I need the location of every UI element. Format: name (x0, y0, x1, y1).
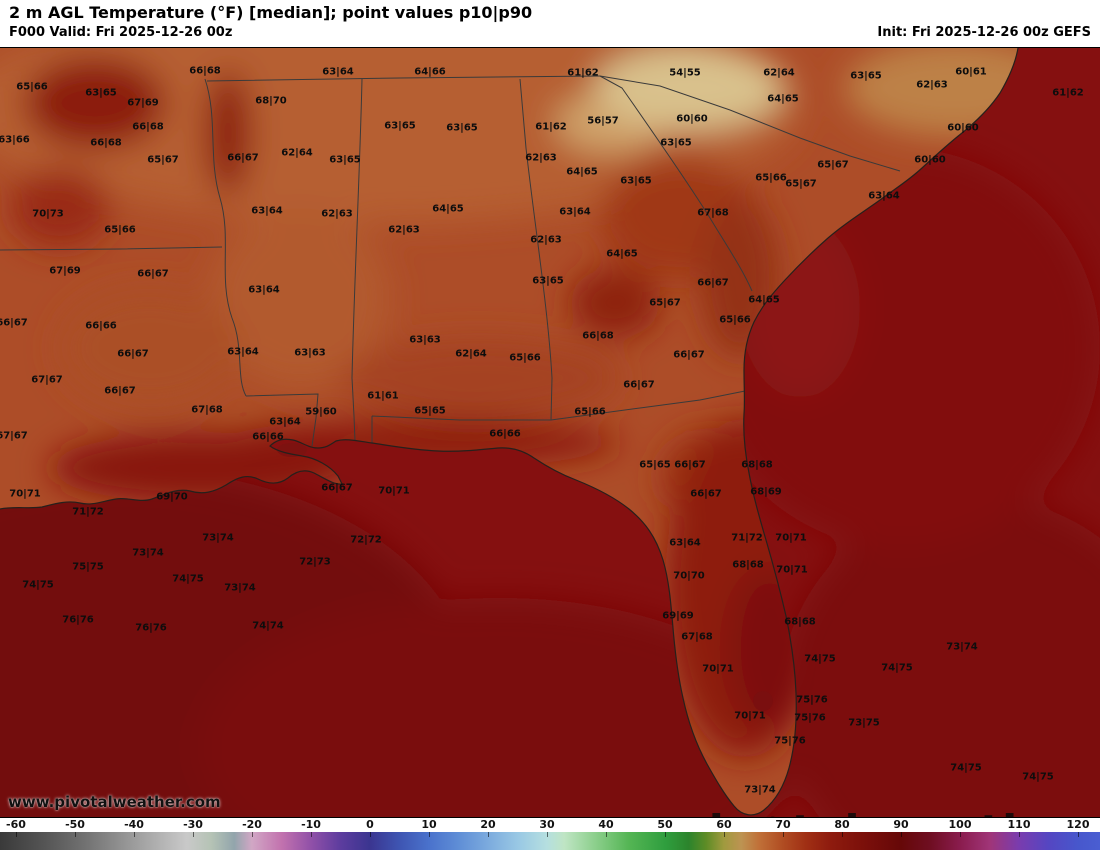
lake-pontchartrain (277, 443, 307, 457)
colorbar-tick-label: 0 (366, 818, 374, 831)
colorbar-tick-mark (252, 832, 253, 837)
colorbar: -60 -50 -40 -30 -20 -10 0 10 20 30 40 50 60 70 80 90 100… (0, 818, 1100, 850)
colorbar-tick-mark (901, 832, 902, 837)
logo-text-post: tal weather (792, 806, 1088, 817)
valid-time-label: F000 Valid: Fri 2025-12-26 00z (9, 25, 233, 40)
colorbar-tick-label: 90 (893, 818, 909, 831)
colorbar-tick-label: 40 (598, 818, 614, 831)
colorbar-tick-mark (724, 832, 725, 837)
colorbar-tick-label: 100 (948, 818, 972, 831)
map-title: 2 m AGL Temperature (°F) [median]; point… (9, 3, 533, 22)
colorbar-tick-label: 110 (1007, 818, 1031, 831)
colorbar-tick-label: 30 (539, 818, 555, 831)
lake-okeechobee (753, 691, 773, 711)
colorbar-tick-label: -40 (124, 818, 144, 831)
colorbar-tick-mark (606, 832, 607, 837)
state-borders (0, 75, 901, 447)
pivotal-weather-logo: piv⚙tal weather (676, 806, 1088, 817)
colorbar-tick-label: -60 (6, 818, 26, 831)
colorbar-tick-mark (842, 832, 843, 837)
logo-text-pre: piv (676, 806, 754, 817)
colorbar-tick-mark (75, 832, 76, 837)
colorbar-tick-mark (665, 832, 666, 837)
colorbar-tick-mark (429, 832, 430, 837)
colorbar-tick-mark (134, 832, 135, 837)
coastline (0, 48, 1019, 816)
colorbar-tick-mark (370, 832, 371, 837)
colorbar-tick-label: 60 (716, 818, 732, 831)
colorbar-tick-mark (311, 832, 312, 837)
colorbar-ticks: -60 -50 -40 -30 -20 -10 0 10 20 30 40 50 60 70 80 90 100… (0, 818, 1100, 832)
colorbar-tick-mark (783, 832, 784, 837)
header: 2 m AGL Temperature (°F) [median]; point… (0, 0, 1100, 47)
colorbar-tick-label: -10 (301, 818, 321, 831)
colorbar-tick-mark (547, 832, 548, 837)
colorbar-tick-label: 80 (834, 818, 850, 831)
colorbar-tick-label: -30 (183, 818, 203, 831)
colorbar-tick-label: 70 (775, 818, 791, 831)
colorbar-tick-mark (1078, 832, 1079, 837)
colorbar-tick-label: 10 (421, 818, 437, 831)
colorbar-tick-label: 120 (1066, 818, 1090, 831)
init-time-label: Init: Fri 2025-12-26 00z GEFS (877, 25, 1091, 40)
colorbar-tick-label: -20 (242, 818, 262, 831)
temperature-map[interactable]: piv⚙tal weather (0, 47, 1100, 818)
colorbar-tick-label: 50 (657, 818, 673, 831)
temperature-map-canvas[interactable] (0, 48, 1100, 818)
gear-icon: ⚙ (755, 808, 792, 817)
site-url: www.pivotalweather.com (8, 793, 221, 811)
colorbar-tick-mark (488, 832, 489, 837)
colorbar-tick-mark (1019, 832, 1020, 837)
colorbar-gradient (0, 832, 1100, 850)
colorbar-tick-label: -50 (65, 818, 85, 831)
colorbar-tick-mark (960, 832, 961, 837)
colorbar-tick-mark (193, 832, 194, 837)
colorbar-tick-mark (15, 832, 17, 837)
colorbar-tick-label: 20 (480, 818, 496, 831)
land-temperature-shading (0, 48, 1018, 758)
